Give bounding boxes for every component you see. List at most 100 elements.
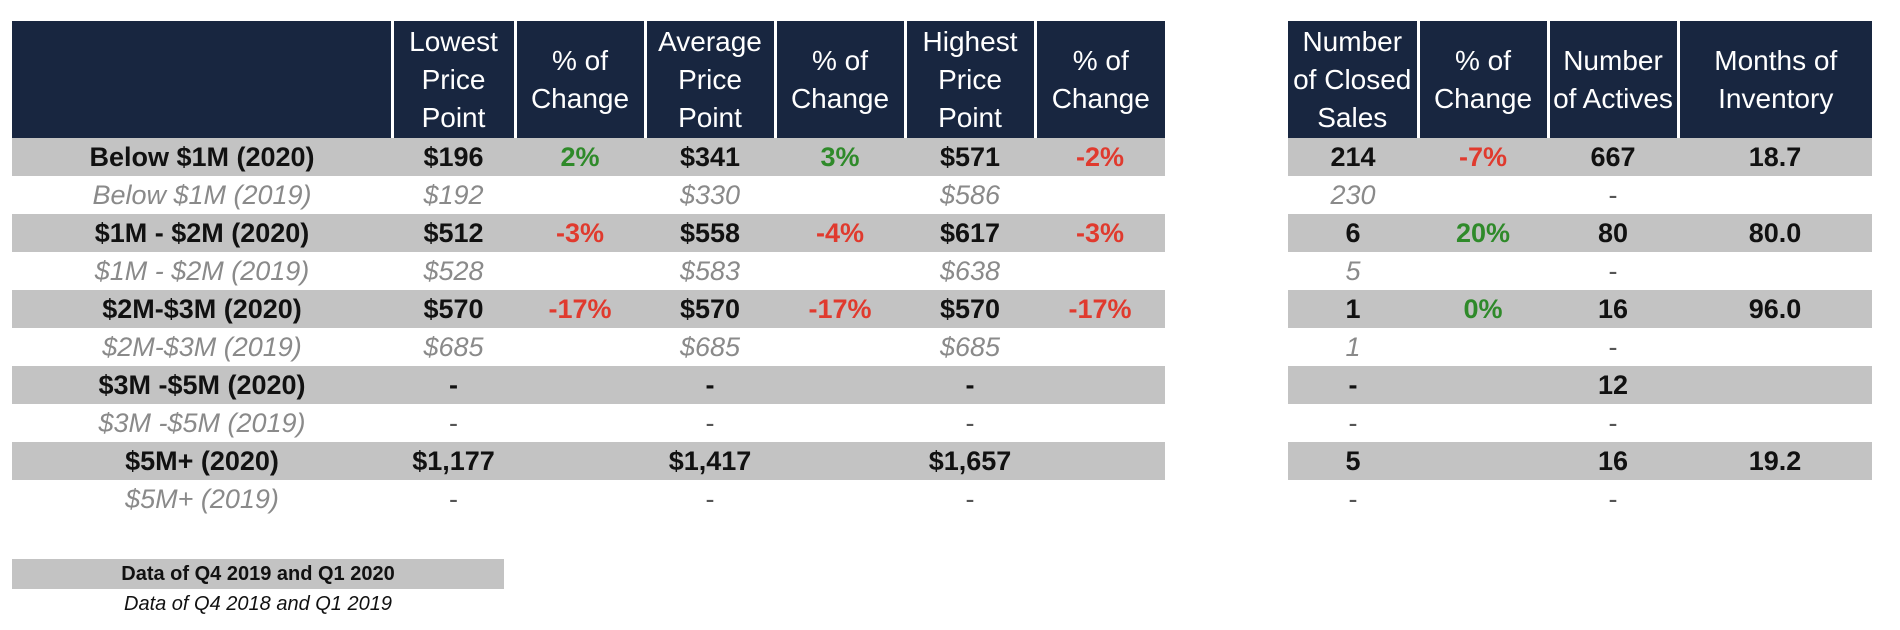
right-header-0: Number of Closed Sales <box>1288 21 1420 138</box>
right-cell-closed_chg <box>1418 366 1548 404</box>
left-cell-label: $2M-$3M (2020) <box>12 290 392 328</box>
right-cell-closed: 214 <box>1288 138 1418 176</box>
left-cell-lowest_chg: -3% <box>515 214 645 252</box>
left-cell-avg_chg <box>775 176 905 214</box>
left-header-6: % of Change <box>1035 21 1165 138</box>
right-cell-actives: - <box>1548 176 1678 214</box>
table-row: - 12 <box>1288 366 1872 404</box>
right-cell-closed_chg: -7% <box>1418 138 1548 176</box>
left-cell-lowest: $528 <box>392 252 515 290</box>
left-cell-high_chg <box>1035 252 1165 290</box>
right-cell-closed: - <box>1288 404 1418 442</box>
left-cell-high: - <box>905 366 1035 404</box>
left-cell-avg: - <box>645 404 775 442</box>
left-cell-avg: $558 <box>645 214 775 252</box>
right-cell-months <box>1678 366 1872 404</box>
left-cell-high: - <box>905 480 1035 518</box>
right-cell-closed_chg: 20% <box>1418 214 1548 252</box>
left-cell-avg_chg <box>775 252 905 290</box>
right-cell-closed: 5 <box>1288 442 1418 480</box>
right-cell-actives: 80 <box>1548 214 1678 252</box>
left-cell-lowest: $192 <box>392 176 515 214</box>
right-cell-closed_chg <box>1418 404 1548 442</box>
left-cell-avg: - <box>645 366 775 404</box>
sales-inventory-table: Number of Closed Sales% of Change Number of A… <box>1288 21 1872 518</box>
left-cell-lowest: $1,177 <box>392 442 515 480</box>
right-cell-actives: - <box>1548 328 1678 366</box>
left-cell-avg_chg <box>775 480 905 518</box>
left-cell-high_chg <box>1035 442 1165 480</box>
left-cell-high_chg <box>1035 480 1165 518</box>
left-cell-high: $617 <box>905 214 1035 252</box>
left-cell-lowest: $512 <box>392 214 515 252</box>
legend-previous-period: Data of Q4 2018 and Q1 2019 <box>124 593 392 615</box>
table-row: Below $1M (2020) $196 2% $341 3% $571 -2% <box>12 138 1165 176</box>
right-cell-actives: - <box>1548 404 1678 442</box>
left-cell-lowest: $570 <box>392 290 515 328</box>
left-cell-avg: $685 <box>645 328 775 366</box>
right-cell-months: 18.7 <box>1678 138 1872 176</box>
left-cell-high: $638 <box>905 252 1035 290</box>
right-cell-actives: 16 <box>1548 290 1678 328</box>
right-cell-closed_chg: 0% <box>1418 290 1548 328</box>
price-point-table: Lowest Price Point% of Change Average Price Po… <box>12 21 1165 518</box>
table-row: -- <box>1288 480 1872 518</box>
left-cell-high_chg <box>1035 366 1165 404</box>
left-cell-high_chg <box>1035 404 1165 442</box>
left-cell-label: $2M-$3M (2019) <box>12 328 392 366</box>
left-cell-avg: $330 <box>645 176 775 214</box>
right-cell-months: 80.0 <box>1678 214 1872 252</box>
table-row: -- <box>1288 404 1872 442</box>
right-cell-actives: - <box>1548 252 1678 290</box>
right-cell-actives: 12 <box>1548 366 1678 404</box>
table-row: $1M - $2M (2020) $512 -3% $558 -4% $617 -3% <box>12 214 1165 252</box>
left-cell-label: $5M+ (2020) <box>12 442 392 480</box>
right-cell-closed_chg <box>1418 176 1548 214</box>
left-cell-high: $570 <box>905 290 1035 328</box>
left-cell-avg: $583 <box>645 252 775 290</box>
left-cell-high: - <box>905 404 1035 442</box>
left-cell-lowest_chg <box>515 252 645 290</box>
right-cell-months <box>1678 480 1872 518</box>
right-cell-months: 96.0 <box>1678 290 1872 328</box>
left-cell-label: $3M -$5M (2019) <box>12 404 392 442</box>
legend-current-period: Data of Q4 2019 and Q1 2020 <box>12 559 504 589</box>
left-cell-lowest_chg <box>515 442 645 480</box>
left-cell-label: $5M+ (2019) <box>12 480 392 518</box>
left-cell-lowest: $685 <box>392 328 515 366</box>
left-header-0 <box>12 21 394 138</box>
left-cell-high: $1,657 <box>905 442 1035 480</box>
left-cell-avg_chg: 3% <box>775 138 905 176</box>
table-row: $2M-$3M (2019) $685 $685 $685 <box>12 328 1165 366</box>
right-cell-actives: 667 <box>1548 138 1678 176</box>
right-cell-closed: - <box>1288 366 1418 404</box>
right-cell-months <box>1678 328 1872 366</box>
left-cell-lowest_chg: 2% <box>515 138 645 176</box>
left-cell-high: $685 <box>905 328 1035 366</box>
left-header-4: % of Change <box>775 21 907 138</box>
table-row: $5M+ (2020) $1,177 $1,417 $1,657 <box>12 442 1165 480</box>
right-header-row: Number of Closed Sales% of Change Number of A… <box>1288 21 1872 138</box>
left-cell-lowest_chg <box>515 480 645 518</box>
table-row: 1 0% 16 96.0 <box>1288 290 1872 328</box>
right-cell-actives: 16 <box>1548 442 1678 480</box>
right-cell-closed_chg <box>1418 442 1548 480</box>
left-cell-label: $3M -$5M (2020) <box>12 366 392 404</box>
right-cell-months <box>1678 404 1872 442</box>
table-row: $3M -$5M (2020) - - - <box>12 366 1165 404</box>
left-cell-lowest: - <box>392 366 515 404</box>
left-header-2: % of Change <box>515 21 647 138</box>
table-row: $2M-$3M (2020) $570 -17% $570 -17% $570 -17% <box>12 290 1165 328</box>
right-cell-closed_chg <box>1418 480 1548 518</box>
table-row: 214 -7% 667 18.7 <box>1288 138 1872 176</box>
left-cell-high_chg: -2% <box>1035 138 1165 176</box>
left-cell-lowest_chg <box>515 176 645 214</box>
right-cell-closed: 1 <box>1288 290 1418 328</box>
table-row: 5- <box>1288 252 1872 290</box>
left-cell-high_chg <box>1035 176 1165 214</box>
table-row: 5 16 19.2 <box>1288 442 1872 480</box>
right-header-3: Months of Inventory <box>1678 21 1872 138</box>
left-cell-avg: - <box>645 480 775 518</box>
right-cell-closed: 230 <box>1288 176 1418 214</box>
left-header-1: Lowest Price Point <box>392 21 517 138</box>
